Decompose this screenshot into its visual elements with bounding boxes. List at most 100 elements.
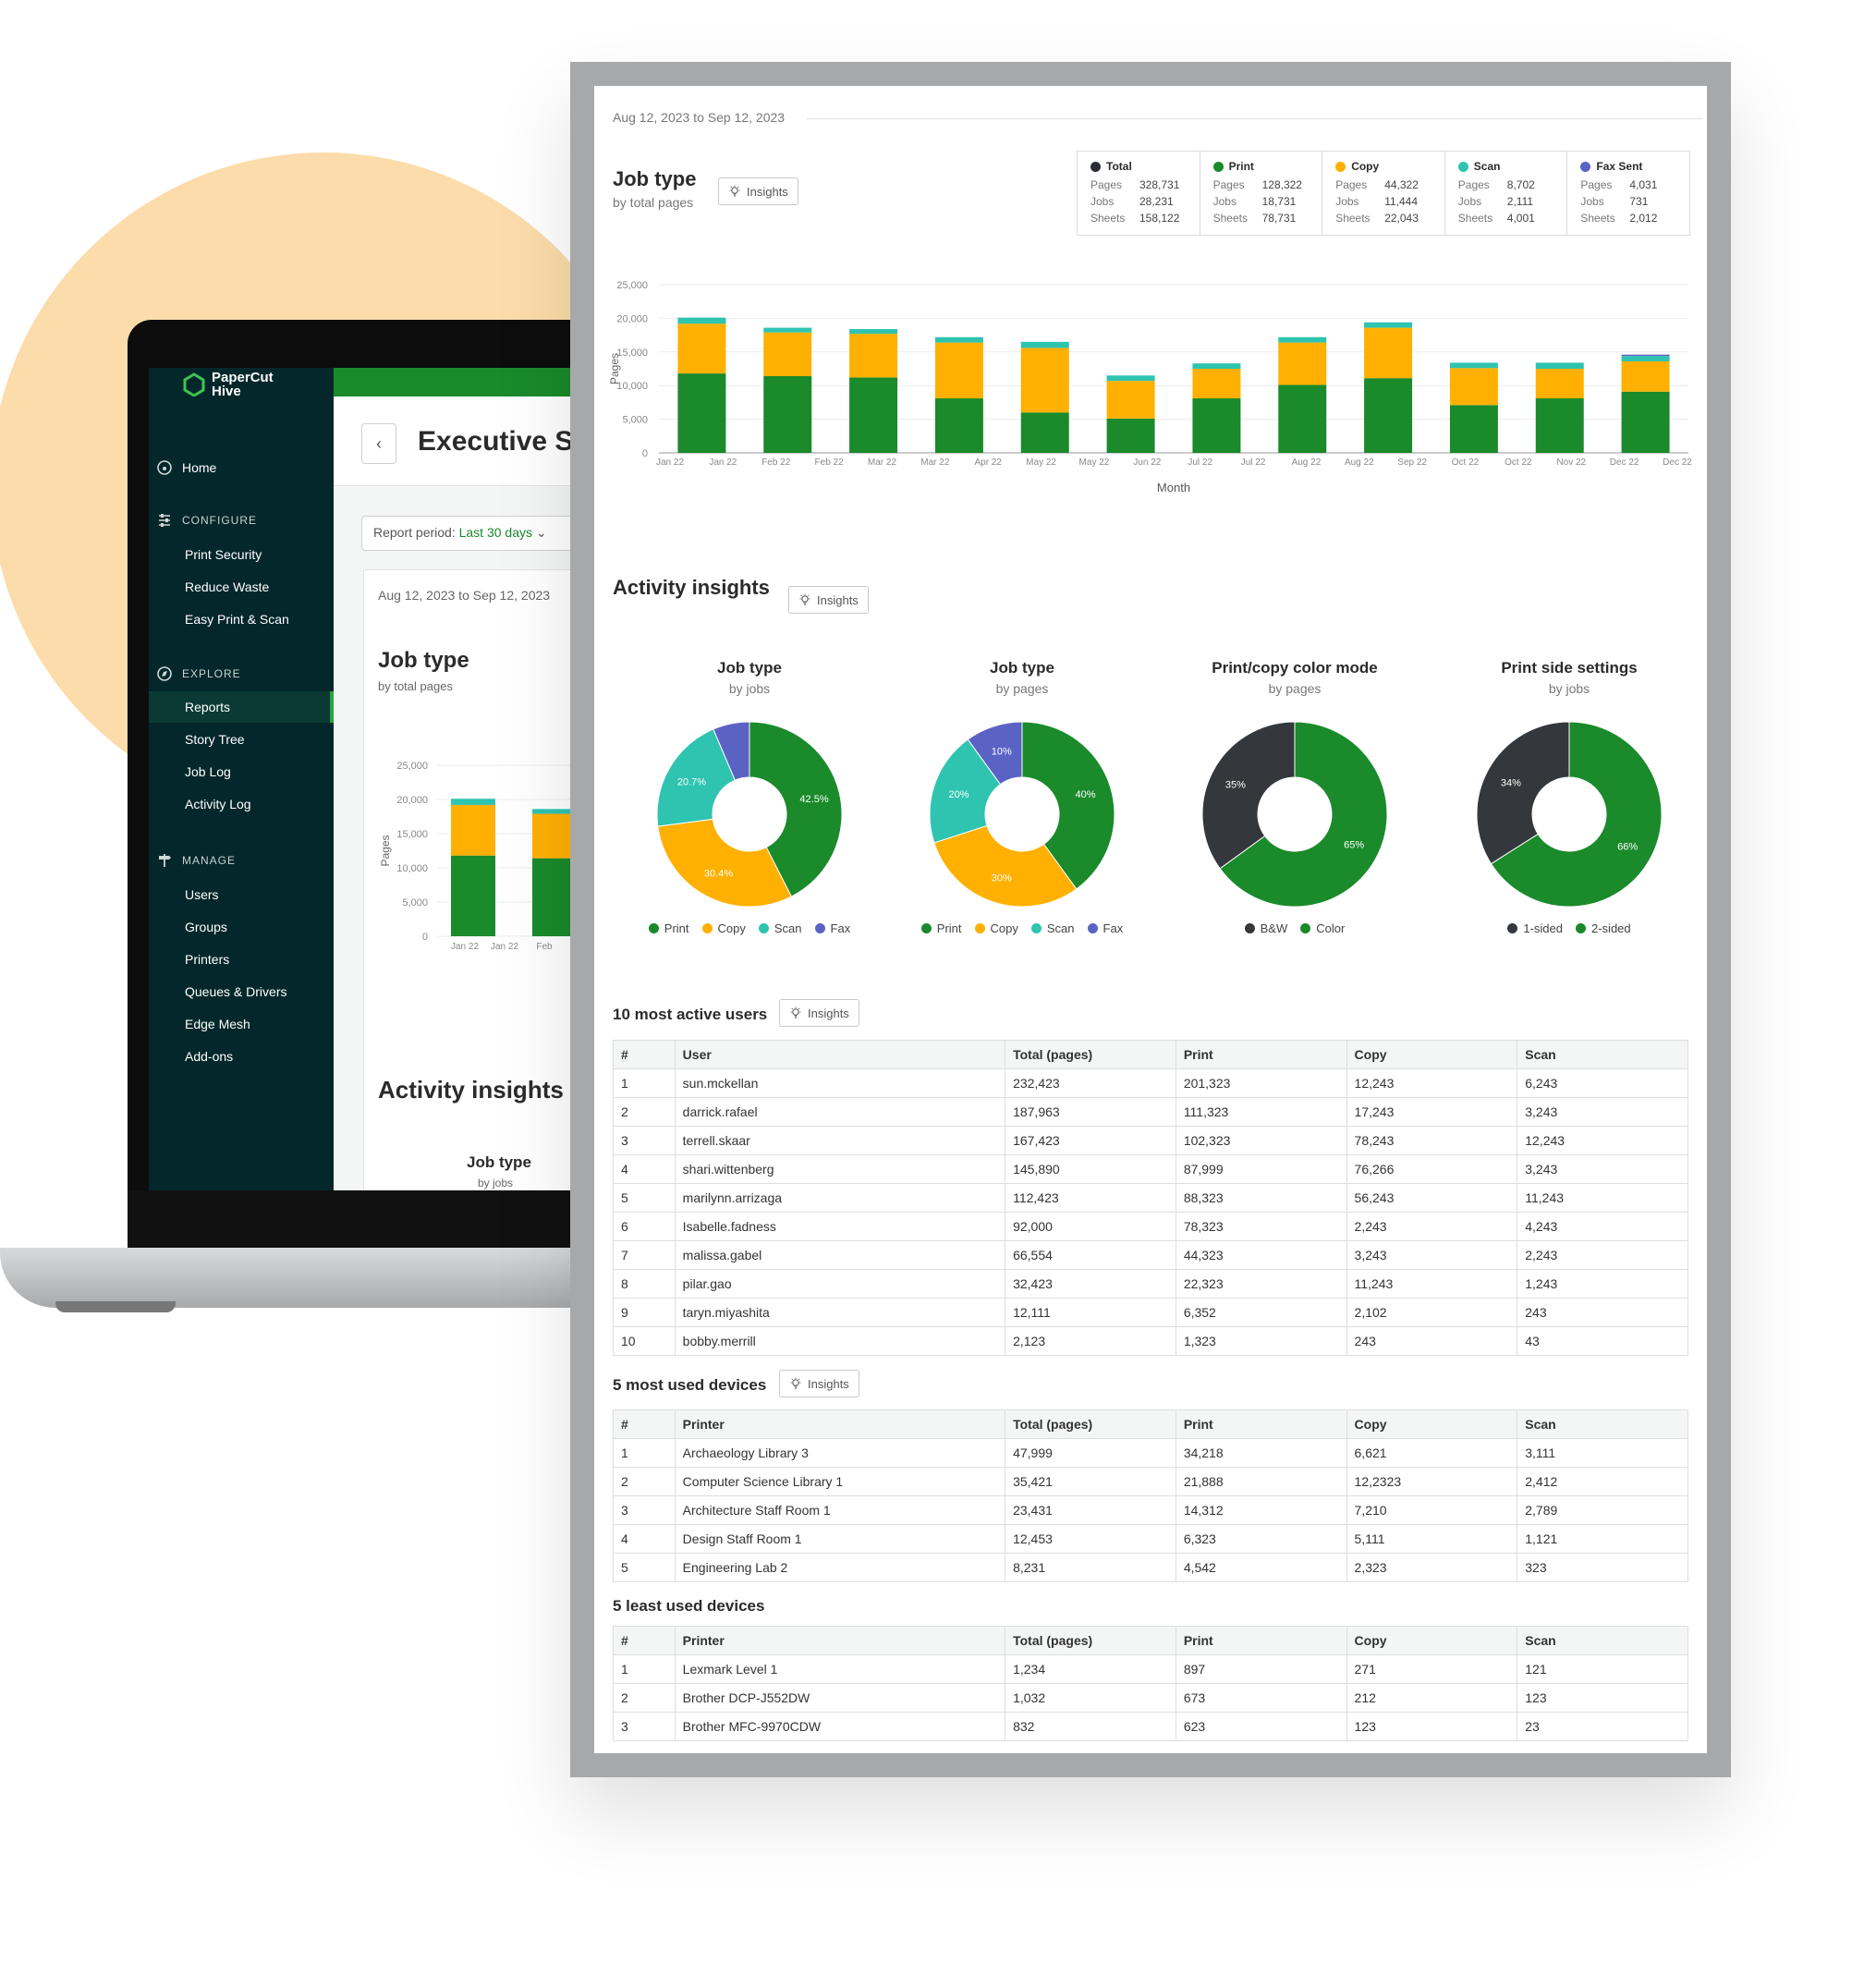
bar-segment[interactable] <box>1364 327 1413 379</box>
sidebar-item-reduce-waste[interactable]: Reduce Waste <box>185 579 270 594</box>
bar-segment[interactable] <box>1535 362 1584 369</box>
sidebar-item-print-security[interactable]: Print Security <box>185 547 262 562</box>
column-header[interactable]: Print <box>1175 1626 1347 1655</box>
bar-segment[interactable] <box>849 334 898 378</box>
column-header[interactable]: Copy <box>1346 1040 1518 1069</box>
table-row[interactable]: 5 marilynn.arrizaga 112,423 88,323 56,243 11,… <box>613 1183 1688 1213</box>
table-row[interactable]: 3 Architecture Staff Room 1 23,431 14,312 7,… <box>613 1495 1688 1525</box>
bar-segment[interactable] <box>1278 342 1327 385</box>
bar-segment[interactable] <box>1106 381 1155 419</box>
bar-segment[interactable] <box>1621 360 1670 392</box>
bar-segment[interactable] <box>763 327 812 333</box>
bar-segment[interactable] <box>677 323 726 374</box>
bar-segment[interactable] <box>1364 322 1413 328</box>
donut-slice[interactable] <box>657 818 793 907</box>
table-row[interactable]: 3 Brother MFC-9970CDW 832 623 123 23 <box>613 1712 1688 1741</box>
column-header[interactable]: Scan <box>1517 1040 1688 1069</box>
bar-segment[interactable] <box>1192 369 1241 399</box>
sidebar-item-add-ons[interactable]: Add-ons <box>185 1049 234 1064</box>
column-header[interactable]: Copy <box>1346 1626 1518 1655</box>
bar-segment[interactable] <box>1364 378 1413 453</box>
sidebar-item-job-log[interactable]: Job Log <box>185 764 231 779</box>
table-row[interactable]: 4 Design Staff Room 1 12,453 6,323 5,111 1,12… <box>613 1524 1688 1554</box>
table-row[interactable]: 2 Brother DCP-J552DW 1,032 673 212 123 <box>613 1683 1688 1713</box>
column-header[interactable]: # <box>613 1626 676 1655</box>
users-insights-button[interactable]: Insights <box>779 999 859 1027</box>
sidebar-item-story-tree[interactable]: Story Tree <box>185 732 245 747</box>
bar-segment[interactable] <box>1278 336 1327 343</box>
bar-segment[interactable] <box>1278 384 1327 453</box>
table-row[interactable]: 8 pilar.gao 32,423 22,323 11,243 1,243 <box>613 1269 1688 1299</box>
bar-segment[interactable] <box>1621 354 1670 357</box>
bar-segment[interactable] <box>677 317 726 324</box>
table-row[interactable]: 7 malissa.gabel 66,554 44,323 3,243 2,243 <box>613 1240 1688 1270</box>
column-header[interactable]: User <box>674 1040 1006 1069</box>
donut-slice[interactable] <box>713 722 750 781</box>
bar-segment[interactable] <box>1106 418 1155 453</box>
sidebar-item-activity-log[interactable]: Activity Log <box>185 797 251 811</box>
column-header[interactable]: Print <box>1175 1409 1347 1439</box>
column-header[interactable]: Total (pages) <box>1005 1040 1176 1069</box>
table-row[interactable]: 3 terrell.skaar 167,423 102,323 78,243 12,243 <box>613 1126 1688 1155</box>
sidebar-item-easy-print-scan[interactable]: Easy Print & Scan <box>185 612 289 627</box>
bar-segment[interactable] <box>763 332 812 377</box>
devices-insights-button[interactable]: Insights <box>779 1370 859 1397</box>
donut-slice[interactable] <box>1219 722 1387 907</box>
bar-segment[interactable] <box>1535 398 1584 453</box>
donut-slice[interactable] <box>1202 722 1296 870</box>
donut-slice[interactable] <box>967 722 1023 786</box>
table-row[interactable]: 4 shari.wittenberg 145,890 87,999 76,266 3,24… <box>613 1154 1688 1184</box>
column-header[interactable]: Total (pages) <box>1005 1626 1176 1655</box>
table-row[interactable]: 9 taryn.miyashita 12,111 6,352 2,102 243 <box>613 1298 1688 1327</box>
bar-segment[interactable] <box>1020 341 1069 348</box>
back-button[interactable]: ‹ <box>361 423 396 464</box>
bar-segment[interactable] <box>849 329 898 335</box>
donut-slice[interactable] <box>1490 722 1662 907</box>
bar-segment[interactable] <box>1449 405 1498 453</box>
table-row[interactable]: 2 Computer Science Library 1 35,421 21,888 1… <box>613 1467 1688 1496</box>
donut-slice[interactable] <box>657 728 737 827</box>
sidebar-item-reports[interactable]: Reports <box>185 700 231 714</box>
column-header[interactable]: Printer <box>674 1409 1006 1439</box>
donut-slice[interactable] <box>749 722 842 897</box>
bar-segment[interactable] <box>1449 362 1498 369</box>
table-row[interactable]: 2 darrick.rafael 187,963 111,323 17,243 3,243 <box>613 1097 1688 1127</box>
table-row[interactable]: 10 bobby.merrill 2,123 1,323 243 43 <box>613 1326 1688 1356</box>
bar-segment[interactable] <box>1192 363 1241 369</box>
column-header[interactable]: Copy <box>1346 1409 1518 1439</box>
insights-button[interactable]: Insights <box>718 177 798 205</box>
bar-segment[interactable] <box>1621 356 1670 361</box>
bar-segment[interactable] <box>1106 375 1155 382</box>
column-header[interactable]: Printer <box>674 1626 1006 1655</box>
bar-segment[interactable] <box>934 398 983 453</box>
report-period-select[interactable]: Report period: Last 30 days ⌄ <box>361 516 583 551</box>
bar-segment[interactable] <box>1192 398 1241 453</box>
bar-segment[interactable] <box>1020 348 1069 413</box>
bar-segment[interactable] <box>1449 368 1498 406</box>
sidebar-item-groups[interactable]: Groups <box>185 920 227 934</box>
bar-segment[interactable] <box>849 377 898 453</box>
donut-slice[interactable] <box>933 824 1078 907</box>
sidebar-item-edge-mesh[interactable]: Edge Mesh <box>185 1017 250 1031</box>
table-row[interactable]: 6 Isabelle.fadness 92,000 78,323 2,243 4,243 <box>613 1212 1688 1241</box>
column-header[interactable]: Total (pages) <box>1005 1409 1176 1439</box>
sidebar-item-queues-drivers[interactable]: Queues & Drivers <box>185 984 287 999</box>
bar-segment[interactable] <box>677 373 726 453</box>
bar-segment[interactable] <box>934 342 983 399</box>
column-header[interactable]: # <box>613 1409 676 1439</box>
bar-segment[interactable] <box>763 376 812 453</box>
papercut-logo[interactable]: PaperCut Hive <box>182 368 274 401</box>
column-header[interactable]: Print <box>1175 1040 1347 1069</box>
column-header[interactable]: # <box>613 1040 676 1069</box>
donut-slice[interactable] <box>1021 722 1115 890</box>
bar-segment[interactable] <box>1535 369 1584 399</box>
sidebar-item-home[interactable]: Home <box>156 459 216 476</box>
activity-insights-button[interactable]: Insights <box>788 586 869 614</box>
table-row[interactable]: 5 Engineering Lab 2 8,231 4,542 2,323 323 <box>613 1553 1688 1582</box>
sidebar-item-printers[interactable]: Printers <box>185 952 230 967</box>
column-header[interactable]: Scan <box>1517 1626 1688 1655</box>
column-header[interactable]: Scan <box>1517 1409 1688 1439</box>
bar-segment[interactable] <box>1621 391 1670 453</box>
table-row[interactable]: 1 Lexmark Level 1 1,234 897 271 121 <box>613 1654 1688 1684</box>
table-row[interactable]: 1 sun.mckellan 232,423 201,323 12,243 6,243 <box>613 1068 1688 1098</box>
